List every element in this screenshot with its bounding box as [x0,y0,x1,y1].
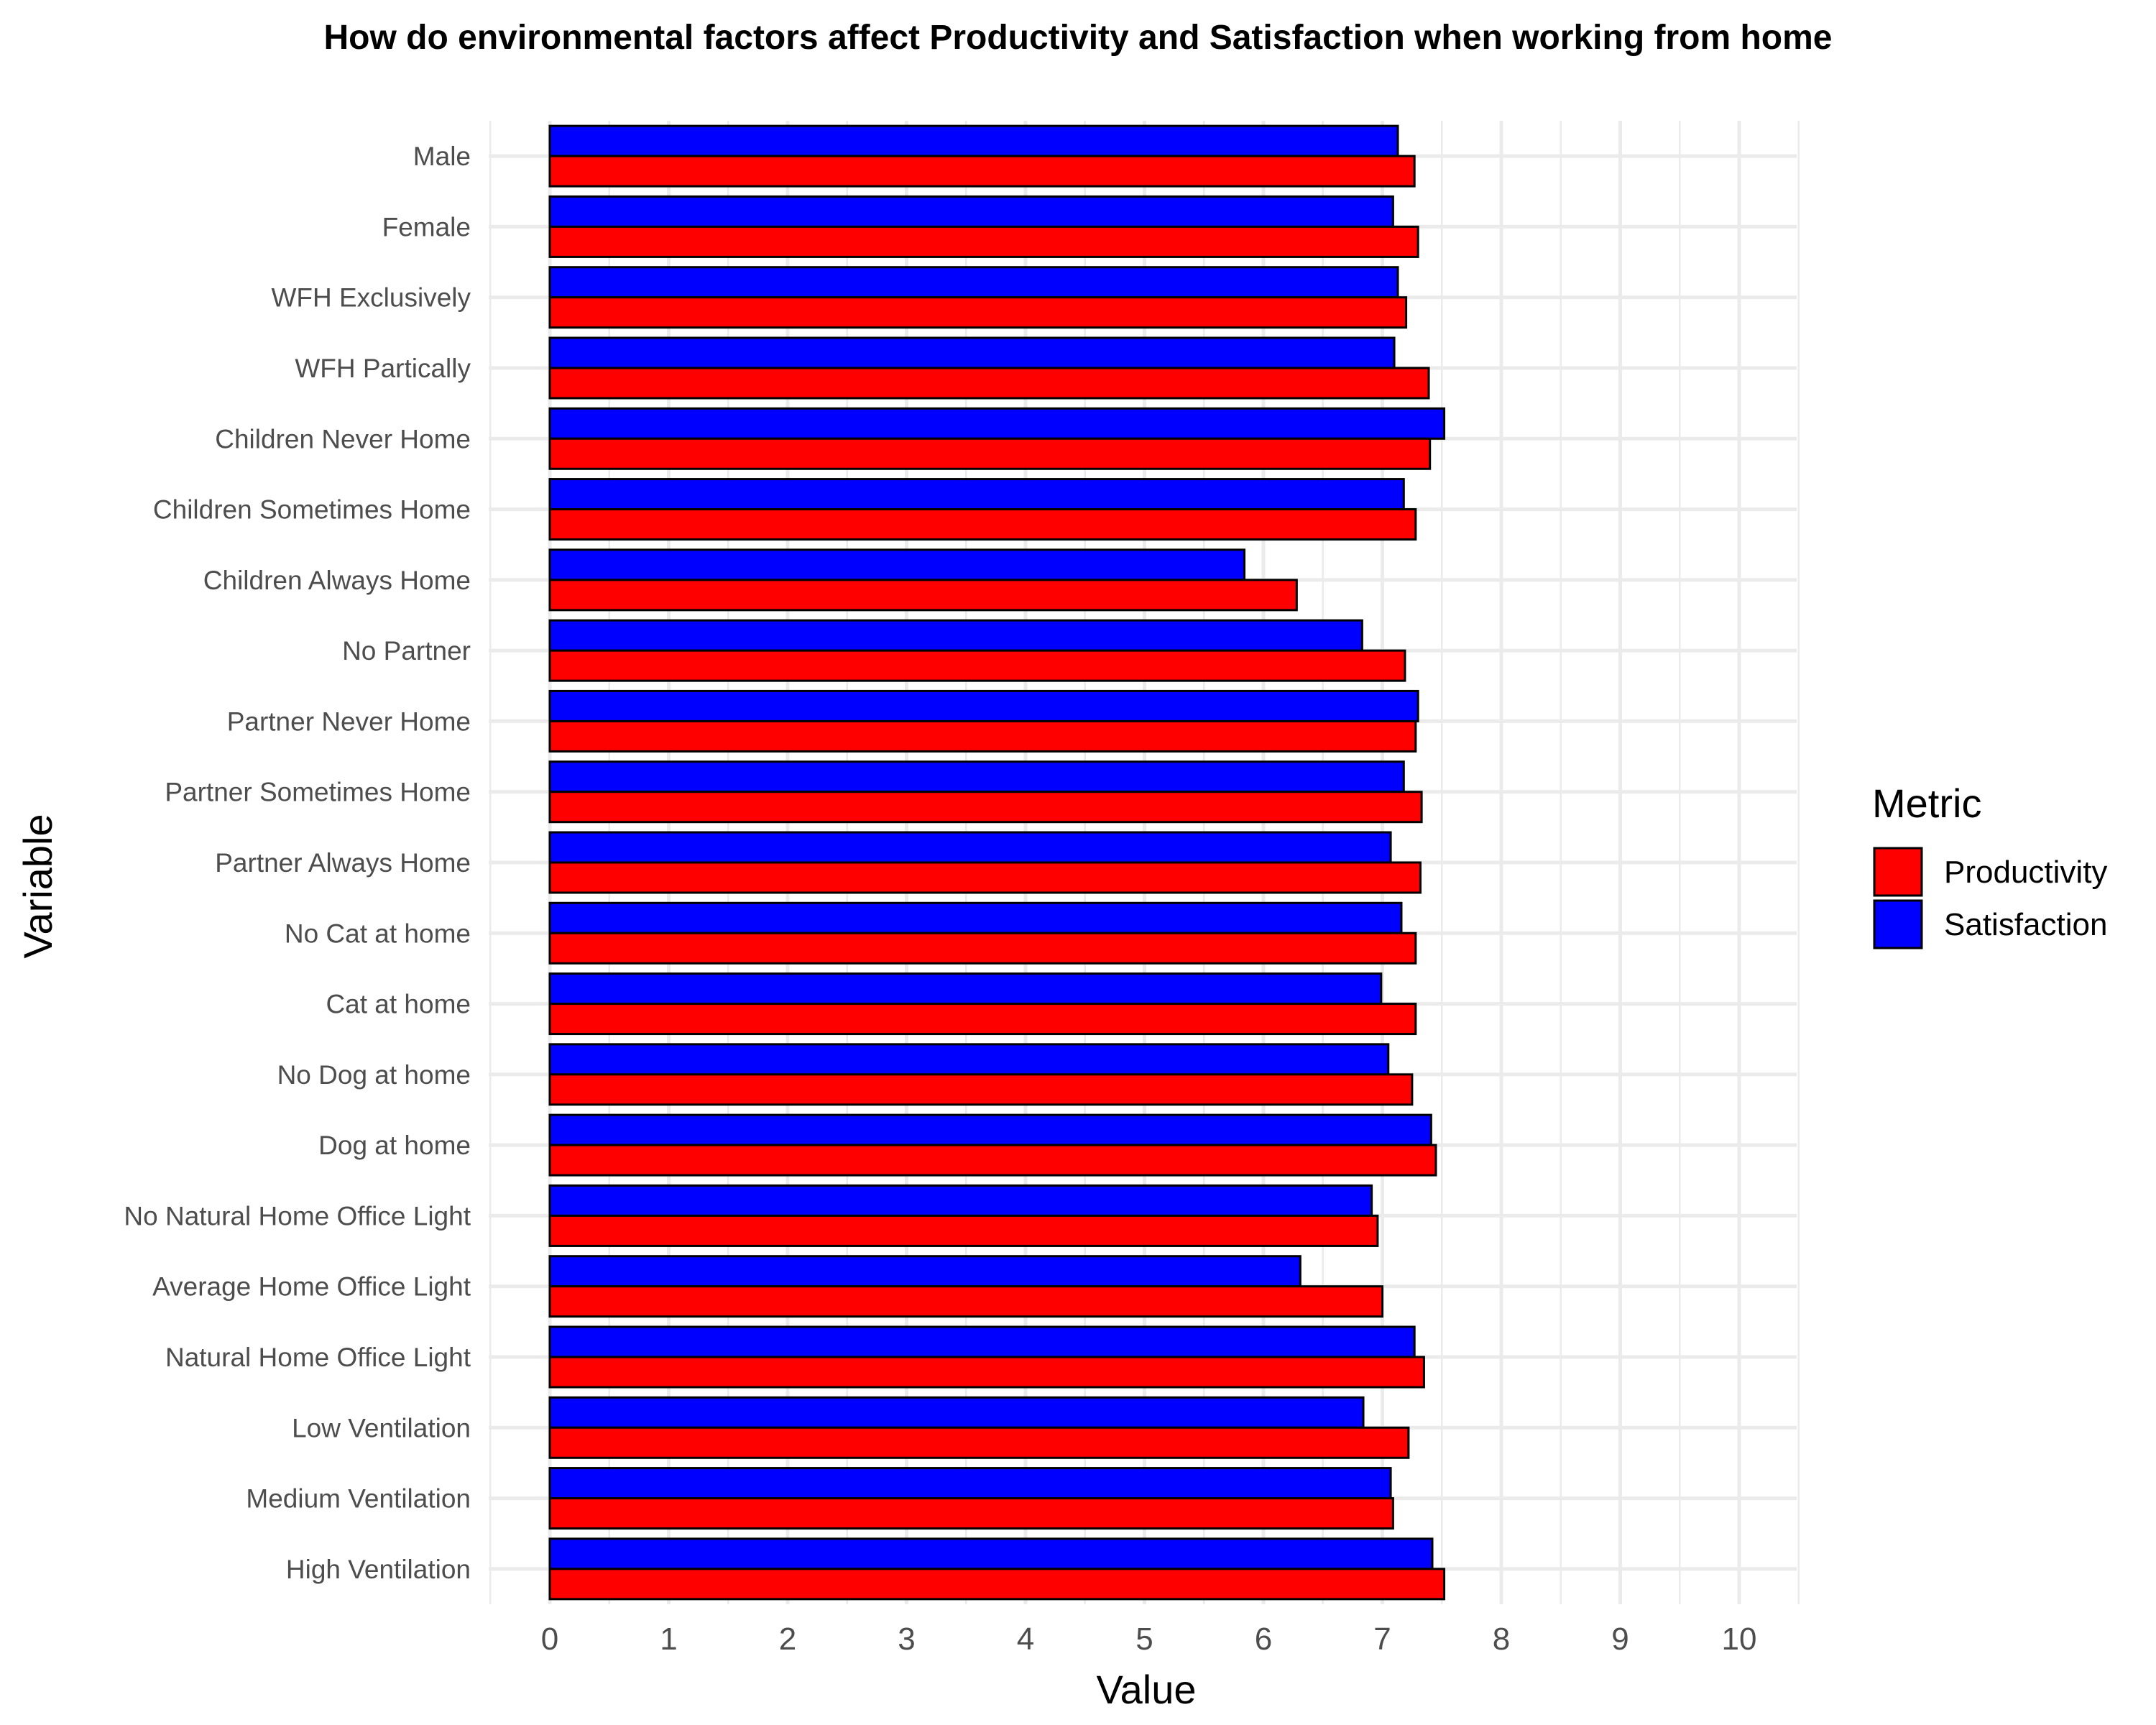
x-tick-label: 0 [541,1622,558,1657]
legend-key-satisfaction [1873,899,1923,949]
category-label: Male [413,142,471,171]
bar-satisfaction [548,689,1419,722]
bar-productivity [548,1214,1379,1247]
x-tick-label: 9 [1611,1622,1628,1657]
y-axis-title: Variable [15,814,60,958]
bar-satisfaction [548,1325,1416,1358]
bar-productivity [548,508,1417,541]
chart-title: How do environmental factors affect Prod… [324,19,1833,57]
category-label: Partner Sometimes Home [165,778,471,807]
category-label: WFH Partically [295,354,471,383]
x-tick-label: 3 [898,1622,915,1657]
bar-productivity [548,296,1408,329]
bar-productivity [548,1144,1437,1177]
bar-satisfaction [548,760,1405,794]
bar-productivity [548,1568,1446,1601]
legend-key-productivity [1873,847,1923,897]
legend-label-productivity: Productivity [1944,855,2107,890]
category-label: Dog at home [318,1131,471,1160]
category-label: Children Sometimes Home [153,495,471,525]
bar-productivity [548,649,1406,682]
bar-satisfaction [548,1255,1302,1288]
category-label: No Dog at home [277,1060,471,1090]
category-label: Female [382,212,471,242]
x-tick-label: 7 [1373,1622,1391,1657]
bar-productivity [548,719,1417,753]
bar-satisfaction [548,1113,1432,1146]
bar-productivity [548,1426,1410,1459]
category-label: Natural Home Office Light [165,1343,471,1372]
category-label: Average Home Office Light [152,1272,471,1302]
bar-satisfaction [548,901,1403,934]
category-label: WFH Exclusively [271,283,471,313]
x-tick-labels: 0 1 2 3 4 5 6 7 8 9 10 [541,1622,1757,1657]
x-tick-label: 1 [660,1622,677,1657]
bar-productivity [548,1356,1425,1389]
legend-title: Metric [1872,781,1981,826]
bar-productivity [548,437,1432,470]
x-axis-title: Value [1096,1667,1196,1712]
category-label: Children Never Home [215,424,471,454]
category-label: Medium Ventilation [246,1484,471,1514]
category-label: No Cat at home [285,919,471,948]
bar-productivity [548,1073,1414,1106]
category-labels: Male Female WFH Exclusively WFH Partically C… [124,142,471,1584]
x-tick-label: 10 [1722,1622,1757,1657]
bar-productivity [548,791,1423,824]
bar-satisfaction [548,1396,1365,1429]
bar-satisfaction [548,831,1392,864]
bar-satisfaction [548,195,1394,228]
x-tick-label: 2 [779,1622,796,1657]
bar-satisfaction [548,1043,1390,1076]
x-tick-label: 8 [1493,1622,1510,1657]
category-label: High Ventilation [286,1555,471,1584]
category-label: Cat at home [326,990,471,1019]
bar-productivity [548,1003,1417,1036]
bar-satisfaction [548,407,1446,440]
legend-label-satisfaction: Satisfaction [1944,907,2107,942]
bar-satisfaction [548,619,1363,652]
bar-productivity [548,1497,1394,1530]
bar-satisfaction [548,972,1383,1006]
bar-satisfaction [548,266,1399,299]
category-label: Partner Never Home [227,707,471,736]
category-label: Low Ventilation [292,1413,471,1443]
bar-productivity [548,155,1416,188]
bars [548,124,1446,1601]
bar-productivity [548,1285,1383,1318]
x-tick-label: 5 [1135,1622,1153,1657]
bar-productivity [548,225,1419,258]
x-tick-label: 6 [1255,1622,1272,1657]
bar-satisfaction [548,1537,1434,1570]
x-tick-label: 4 [1017,1622,1034,1657]
bar-satisfaction [548,1467,1392,1500]
bar-satisfaction [548,1184,1373,1217]
bar-satisfaction [548,478,1405,511]
bar-productivity [548,367,1430,400]
bar-productivity [548,861,1422,894]
category-label: No Natural Home Office Light [124,1201,471,1230]
bar-productivity [548,932,1417,965]
category-label: No Partner [342,636,471,666]
category-label: Partner Always Home [215,848,471,878]
bar-satisfaction [548,124,1399,157]
bar-satisfaction [548,336,1396,369]
legend: Metric Productivity Satisfaction [1872,781,2107,949]
bar-satisfaction [548,548,1246,581]
category-label: Children Always Home [203,566,471,595]
bar-productivity [548,579,1298,612]
